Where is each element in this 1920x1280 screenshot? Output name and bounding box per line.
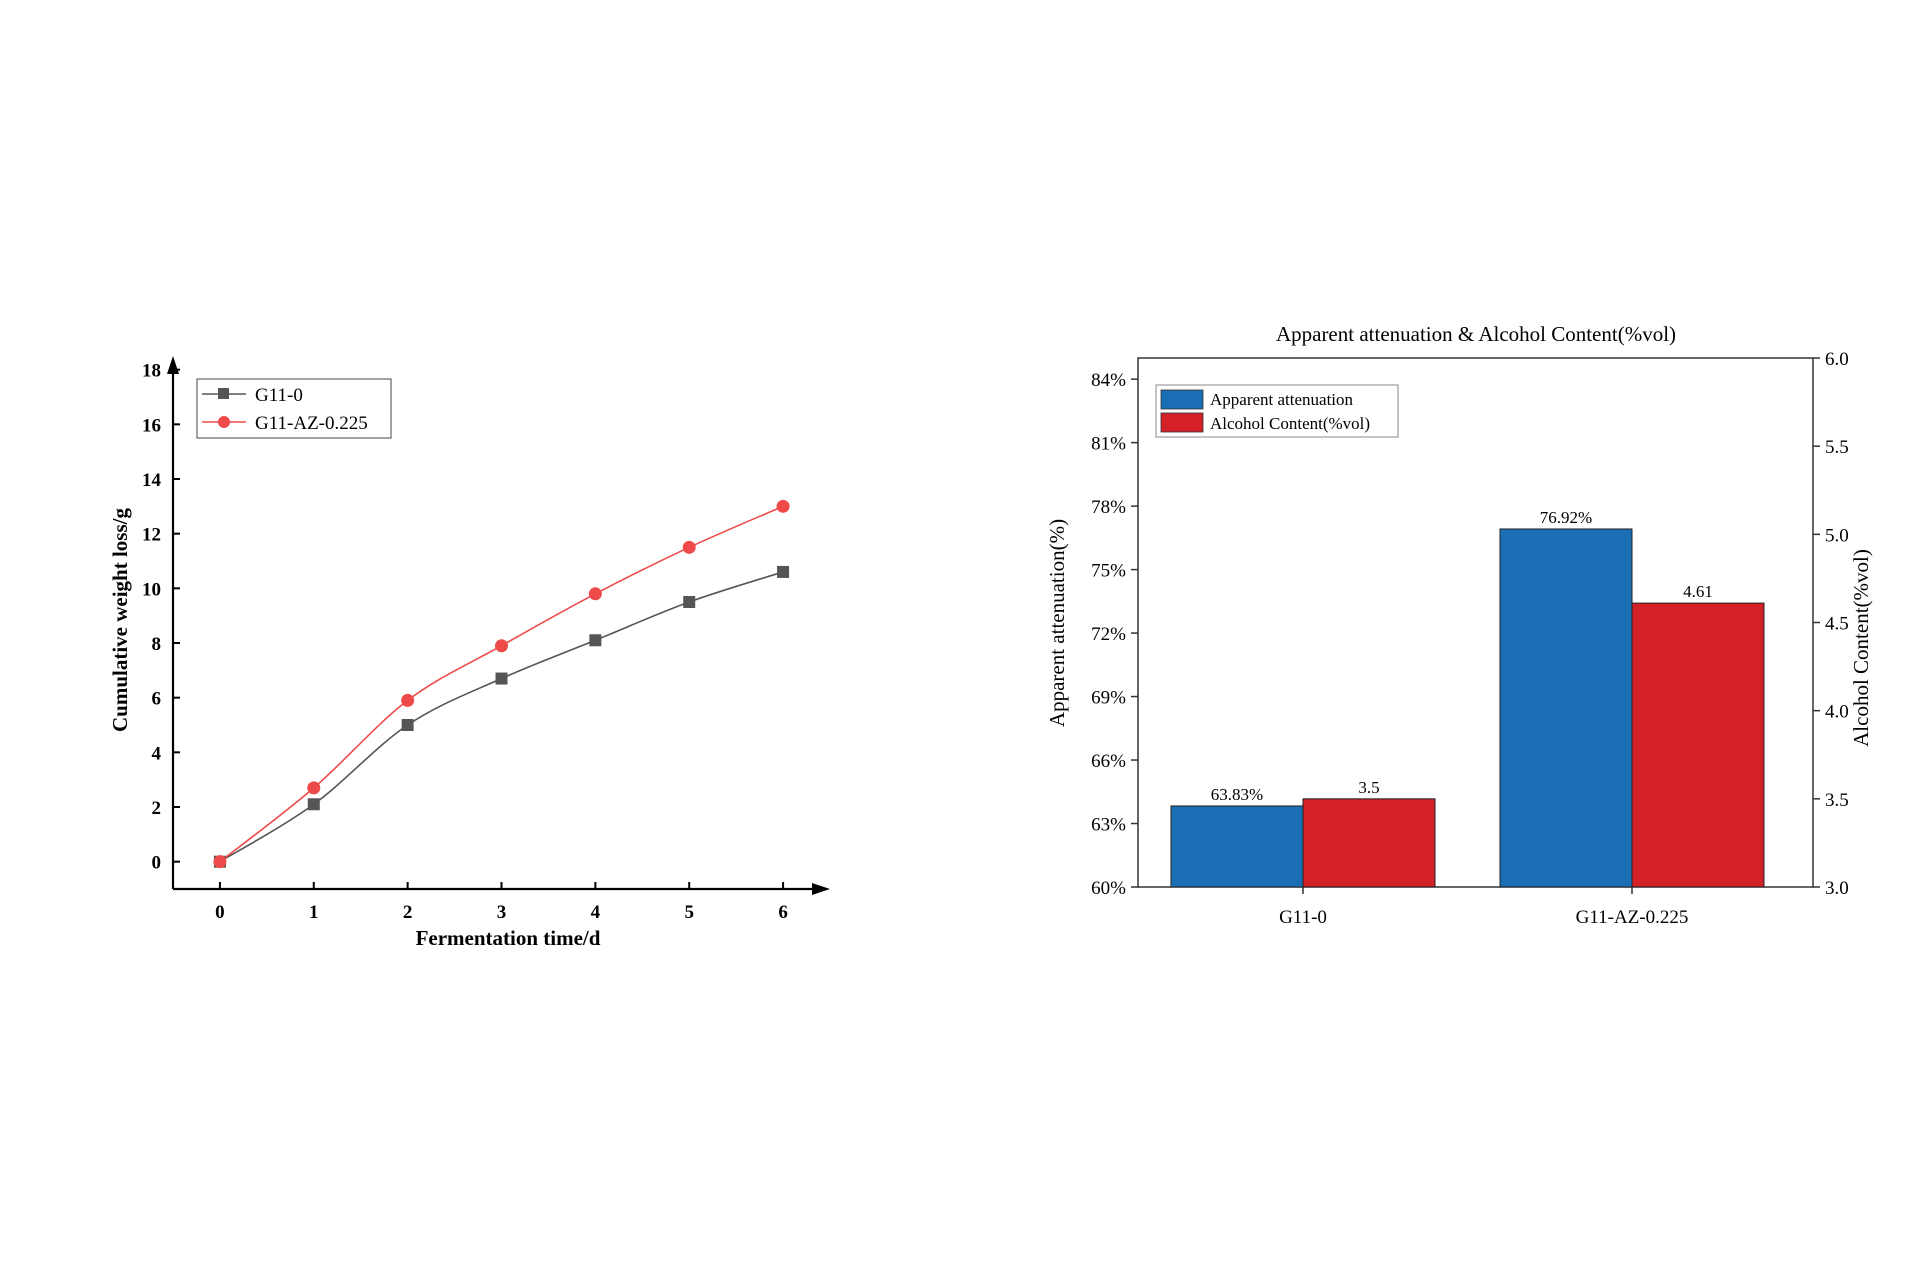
line-chart-legend: G11-0 G11-AZ-0.225 bbox=[196, 378, 392, 439]
x-tick-label: 4 bbox=[591, 902, 601, 923]
right-tick-label: 4.0 bbox=[1825, 702, 1849, 723]
line-chart-y-axis-label: Cumulative weight loss/g bbox=[108, 508, 132, 733]
bar-chart-x-ticks: G11-0 G11-AZ-0.225 bbox=[1279, 887, 1688, 928]
category-label: G11-0 bbox=[1279, 907, 1327, 928]
legend-swatch-attenuation bbox=[1160, 389, 1204, 410]
bar-chart-legend: Apparent attenuation Alcohol Content(%vo… bbox=[1155, 384, 1399, 438]
square-marker-icon bbox=[218, 388, 229, 399]
y-tick-label: 12 bbox=[142, 525, 161, 546]
right-tick-label: 5.0 bbox=[1825, 525, 1849, 546]
bar-chart-title: Apparent attenuation & Alcohol Content(%… bbox=[1276, 322, 1676, 346]
bar-chart-right-ticks: 3.0 3.5 4.0 4.5 5.0 5.5 6.0 bbox=[1813, 349, 1849, 899]
bar-chart-left-ticks: 60% 63% 66% 69% 72% 75% 78% 81% 84% bbox=[1091, 370, 1138, 899]
x-tick-label: 3 bbox=[497, 902, 507, 923]
bar bbox=[1170, 805, 1304, 888]
left-tick-label: 66% bbox=[1091, 751, 1126, 772]
series-line-0 bbox=[219, 571, 784, 863]
data-point bbox=[682, 540, 696, 554]
data-point bbox=[589, 634, 602, 647]
left-tick-label: 60% bbox=[1091, 878, 1126, 899]
bar-chart-left-axis-label: Apparent attenuation(%) bbox=[1045, 519, 1069, 727]
category-label: G11-AZ-0.225 bbox=[1576, 907, 1689, 928]
line-chart-x-axis-label: Fermentation time/d bbox=[416, 926, 601, 950]
y-tick-label: 10 bbox=[142, 579, 161, 600]
right-tick-label: 5.5 bbox=[1825, 437, 1849, 458]
y-tick-label: 8 bbox=[152, 634, 162, 655]
left-tick-label: 84% bbox=[1091, 370, 1126, 391]
circle-marker-icon bbox=[218, 416, 230, 428]
bar-value-label: 3.5 bbox=[1358, 778, 1379, 797]
y-tick-label: 6 bbox=[152, 689, 162, 710]
left-tick-label: 78% bbox=[1091, 497, 1126, 518]
left-tick-label: 63% bbox=[1091, 815, 1126, 836]
data-point bbox=[213, 855, 227, 869]
line-chart-y-ticks: 0 2 4 6 8 10 12 14 16 18 bbox=[142, 361, 180, 874]
data-point bbox=[588, 587, 602, 601]
x-tick-label: 6 bbox=[778, 902, 788, 923]
line-chart-series bbox=[213, 499, 790, 869]
bar bbox=[1631, 602, 1765, 888]
data-point bbox=[307, 798, 320, 811]
data-point bbox=[776, 499, 790, 513]
bar bbox=[1302, 798, 1436, 888]
x-axis-arrow-icon bbox=[812, 883, 830, 895]
data-point bbox=[401, 693, 415, 707]
legend-label-g11-az: G11-AZ-0.225 bbox=[255, 413, 368, 434]
legend-label-alcohol: Alcohol Content(%vol) bbox=[1210, 414, 1370, 433]
bar-value-label: 4.61 bbox=[1683, 582, 1713, 601]
y-tick-label: 4 bbox=[152, 743, 162, 764]
x-tick-label: 0 bbox=[215, 902, 225, 923]
legend-label-g11-0: G11-0 bbox=[255, 385, 303, 406]
left-tick-label: 75% bbox=[1091, 561, 1126, 582]
y-tick-label: 0 bbox=[152, 853, 162, 874]
left-tick-label: 69% bbox=[1091, 688, 1126, 709]
data-point bbox=[683, 596, 696, 608]
bar-value-label: 76.92% bbox=[1540, 508, 1592, 527]
x-tick-label: 5 bbox=[684, 902, 694, 923]
bar bbox=[1499, 528, 1633, 888]
y-axis-arrow-icon bbox=[167, 356, 179, 374]
data-point bbox=[401, 719, 414, 731]
y-tick-label: 16 bbox=[142, 415, 161, 436]
y-tick-label: 18 bbox=[142, 361, 161, 382]
y-tick-label: 2 bbox=[152, 798, 162, 819]
right-tick-label: 6.0 bbox=[1825, 349, 1849, 370]
bar-chart-bars: 63.83% 3.5 76.92% 4.61 bbox=[1170, 508, 1765, 888]
data-point bbox=[495, 639, 508, 653]
left-tick-label: 81% bbox=[1091, 434, 1126, 455]
right-tick-label: 3.0 bbox=[1825, 878, 1849, 899]
legend-label-attenuation: Apparent attenuation bbox=[1210, 390, 1354, 409]
data-point bbox=[495, 672, 508, 685]
line-chart-x-ticks: 0 1 2 3 4 5 6 bbox=[215, 882, 788, 923]
right-tick-label: 4.5 bbox=[1825, 614, 1849, 635]
bar-chart-right-axis-label: Alcohol Content(%vol) bbox=[1849, 549, 1873, 747]
data-point bbox=[307, 781, 321, 795]
y-tick-label: 14 bbox=[142, 470, 162, 491]
right-tick-label: 3.5 bbox=[1825, 790, 1849, 811]
bar-value-label: 63.83% bbox=[1211, 785, 1263, 804]
x-tick-label: 1 bbox=[309, 902, 319, 923]
x-tick-label: 2 bbox=[403, 902, 413, 923]
legend-swatch-alcohol bbox=[1160, 412, 1204, 433]
attenuation-alcohol-bar-chart: Apparent attenuation & Alcohol Content(%… bbox=[1045, 322, 1873, 928]
left-tick-label: 72% bbox=[1091, 624, 1126, 645]
data-point bbox=[777, 565, 790, 578]
